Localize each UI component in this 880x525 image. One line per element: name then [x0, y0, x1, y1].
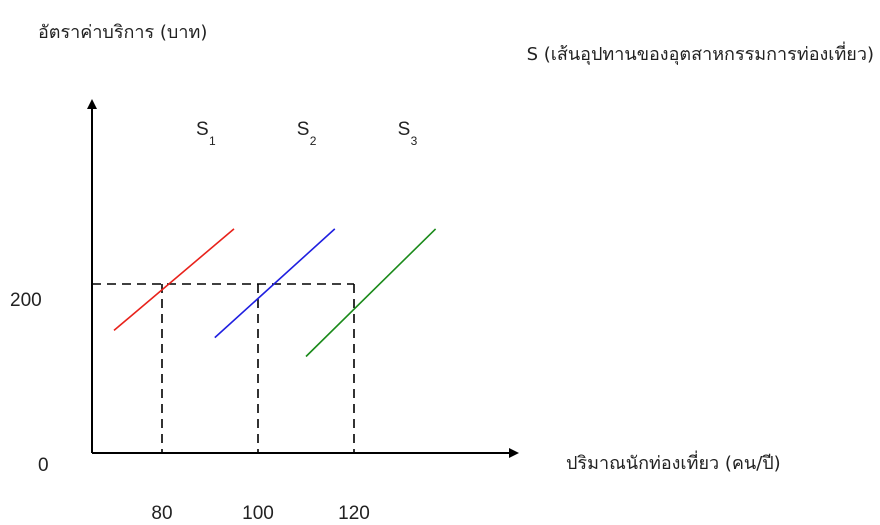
- series-label-s3: S: [398, 119, 411, 140]
- y-tick-label-200: 200: [10, 290, 42, 311]
- series-label-s1: S: [196, 119, 209, 140]
- series-label-subscript-s3: 3: [411, 134, 418, 148]
- supply-line-s2: [214, 228, 336, 339]
- x-axis-label: ปริมาณนักท่องเที่ยว (คน/ปี): [566, 450, 781, 474]
- series-label-subscript-s1: 1: [209, 134, 216, 148]
- y-axis-label: อัตราค่าบริการ (บาท): [38, 22, 207, 43]
- x-tick-label-100: 100: [242, 503, 274, 524]
- series-label-subscript-s2: 2: [310, 134, 317, 148]
- supply-annotation: S (เส้นอุปทานของอุตสาหกรรมการท่องเที่ยว): [527, 41, 874, 65]
- axis-ticks: 200 80 100 120: [10, 290, 370, 524]
- x-tick-label-120: 120: [338, 503, 370, 524]
- reference-lines: [92, 283, 355, 453]
- supply-line-s3: [305, 228, 437, 358]
- x-tick-label-80: 80: [151, 503, 172, 524]
- origin-label: 0: [38, 455, 49, 476]
- supply-line-s1: [113, 228, 235, 332]
- supply-curves: [113, 228, 437, 358]
- series-label-s2: S: [297, 119, 310, 140]
